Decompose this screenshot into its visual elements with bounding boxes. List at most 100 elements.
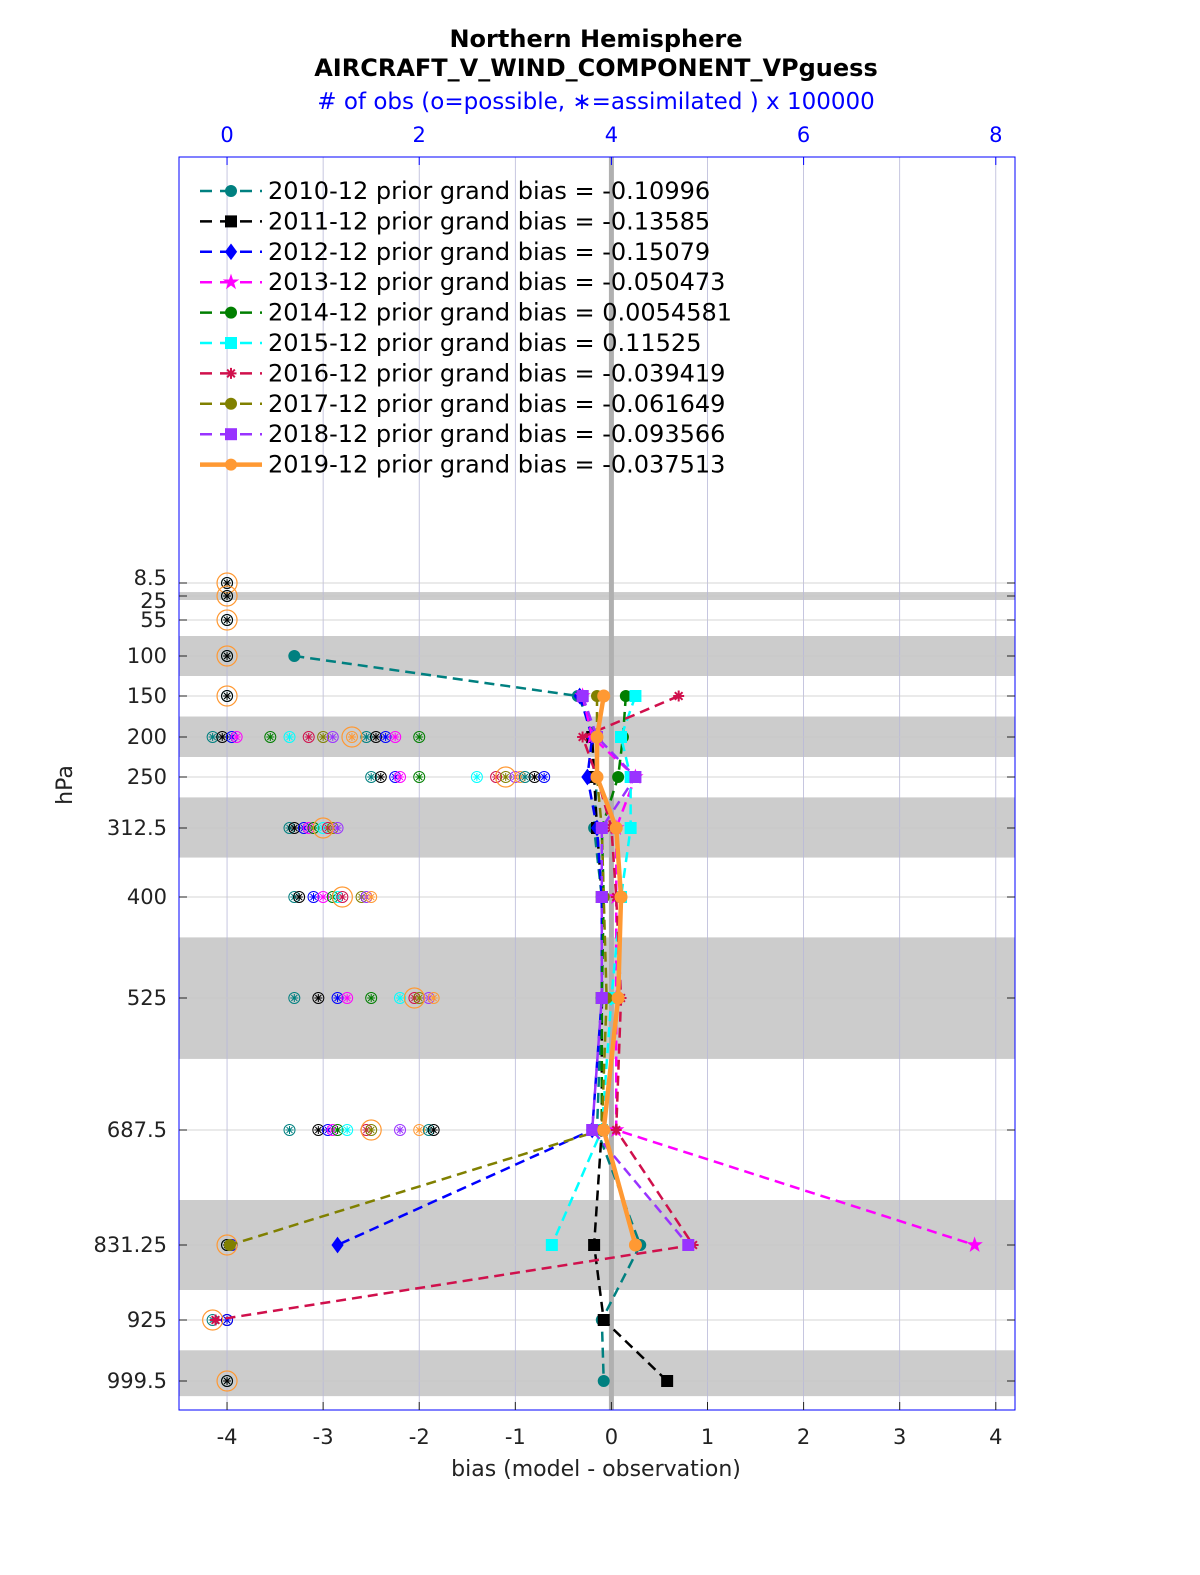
data-point-2018-12 <box>682 1239 695 1251</box>
obs-assimilated-marker <box>501 773 510 781</box>
data-point-2019-12 <box>628 1238 642 1252</box>
series-line-2015-12 <box>550 695 637 1246</box>
x-tick-label: -4 <box>217 1425 238 1449</box>
x-tick-labels: -4 -3 -2 -1 0 1 2 3 4 <box>217 1402 1002 1449</box>
obs-assimilated-marker <box>415 994 424 1002</box>
x-tick-label: 2 <box>797 1425 810 1449</box>
obs-possible-marker <box>317 731 330 743</box>
obs-assimilated-marker <box>323 1126 332 1134</box>
data-point-2016-12 <box>610 1124 622 1136</box>
data-point-2019-12 <box>597 689 611 703</box>
x-tick-label: 4 <box>989 1425 1002 1449</box>
top-tick-label: 6 <box>797 123 810 147</box>
top-axis-label: # of obs (o=possible, ∗=assimilated ) x … <box>317 89 875 115</box>
obs-assimilated-marker <box>314 1126 323 1134</box>
obs-assimilated-marker <box>367 773 376 781</box>
obs-assimilated-marker <box>218 733 227 741</box>
data-point-2019-12 <box>611 991 625 1005</box>
legend-item-2013-12: 2013-12 prior grand bias = -0.050473 <box>200 268 725 296</box>
obs-possible-marker <box>312 992 325 1004</box>
legend-label: 2016-12 prior grand bias = -0.039419 <box>268 359 725 387</box>
obs-assimilated-marker <box>343 994 352 1002</box>
data-point-2010-12 <box>288 650 301 662</box>
data-point-2015-12 <box>624 822 637 834</box>
y-tick-label: 999.5 <box>107 1369 167 1393</box>
legend-swatch-marker <box>225 306 237 319</box>
obs-assimilated-marker <box>328 733 337 741</box>
obs-possible-marker <box>221 614 234 626</box>
obs-assimilated-marker <box>285 733 294 741</box>
obs-assimilated-marker <box>362 1126 371 1134</box>
obs-assimilated-marker <box>290 824 299 832</box>
chart-subtitle: AIRCRAFT_V_WIND_COMPONENT_VPguess <box>314 54 878 82</box>
obs-possible-marker <box>374 771 387 783</box>
obs-possible-marker <box>518 771 531 783</box>
obs-assimilated-marker <box>232 733 241 741</box>
data-point-2018-12 <box>629 771 642 783</box>
obs-assimilated-marker <box>208 733 217 741</box>
obs-assimilated-marker <box>304 733 313 741</box>
legend-label: 2012-12 prior grand bias = -0.15079 <box>268 238 710 266</box>
obs-possible-marker <box>206 731 219 743</box>
top-tick-label: 4 <box>605 123 618 147</box>
obs-highlight-marker <box>216 645 238 667</box>
data-point-2011-12 <box>661 1375 674 1387</box>
data-point-2019-12 <box>614 890 628 904</box>
series-line-2016-12 <box>215 694 696 1322</box>
obs-possible-marker <box>427 992 440 1004</box>
obs-assimilated-marker <box>362 733 371 741</box>
obs-possible-marker <box>379 731 392 743</box>
data-point-2013-12 <box>966 1236 983 1252</box>
data-point-2011-12 <box>597 1314 610 1326</box>
obs-possible-marker <box>307 822 320 834</box>
data-point-2011-12 <box>588 1239 601 1251</box>
obs-possible-marker <box>283 1124 296 1136</box>
series-2019-12 <box>590 689 642 1252</box>
data-point-2019-12 <box>597 1123 611 1137</box>
obs-possible-marker <box>216 731 229 743</box>
legend-item-2019-12: 2019-12 prior grand bias = -0.037513 <box>200 451 725 479</box>
obs-possible-marker <box>221 1314 234 1326</box>
x-tick-label: -2 <box>409 1425 430 1449</box>
obs-highlight-marker <box>202 1309 224 1331</box>
y-tick-label: 525 <box>127 986 167 1010</box>
legend-item-2014-12: 2014-12 prior grand bias = 0.0054581 <box>200 299 732 327</box>
obs-assimilated-marker <box>333 1126 342 1134</box>
obs-assimilated-marker <box>391 773 400 781</box>
obs-possible-marker <box>307 891 320 903</box>
x-axis-label: bias (model - observation) <box>451 1457 741 1482</box>
obs-assimilated-marker <box>396 1126 405 1134</box>
obs-highlight-marker <box>341 726 363 748</box>
obs-assimilated-marker <box>530 773 539 781</box>
plot-frame <box>178 156 1016 1411</box>
obs-possible-marker <box>528 771 541 783</box>
top-x-tick-labels: 0 2 4 6 8 <box>220 123 1002 165</box>
obs-possible-marker <box>360 731 373 743</box>
obs-assimilated-marker <box>309 893 318 901</box>
y-axis-label: hPa <box>53 765 78 805</box>
obs-highlight-marker <box>312 817 334 839</box>
x-tick-label: 0 <box>605 1425 618 1449</box>
data-point-2015-12 <box>545 1239 558 1251</box>
obs-assimilated-marker <box>381 733 390 741</box>
obs-possible-marker <box>326 731 339 743</box>
obs-possible-marker <box>221 690 234 702</box>
legend-swatch-marker <box>225 215 237 228</box>
obs-highlight-marker <box>331 886 353 908</box>
obs-assimilated-marker <box>227 733 236 741</box>
obs-assimilated-marker <box>319 733 328 741</box>
legend-swatch-marker <box>222 273 240 290</box>
legend-label: 2015-12 prior grand bias = 0.11525 <box>268 329 701 357</box>
obs-possible-marker <box>413 1124 426 1136</box>
y-tick-label: 250 <box>127 765 167 789</box>
obs-highlight-marker <box>216 1234 238 1256</box>
legend-label: 2011-12 prior grand bias = -0.13585 <box>268 207 710 235</box>
legend: 2010-12 prior grand bias = -0.109962011-… <box>200 177 732 479</box>
data-point-2019-12 <box>590 730 604 744</box>
data-point-2014-12 <box>612 771 625 783</box>
obs-possible-marker <box>470 771 483 783</box>
y-tick-label: 150 <box>127 684 167 708</box>
y-tick-label: 831.25 <box>94 1233 167 1257</box>
data-point-2018-12 <box>595 891 608 903</box>
obs-assimilated-marker <box>540 773 549 781</box>
